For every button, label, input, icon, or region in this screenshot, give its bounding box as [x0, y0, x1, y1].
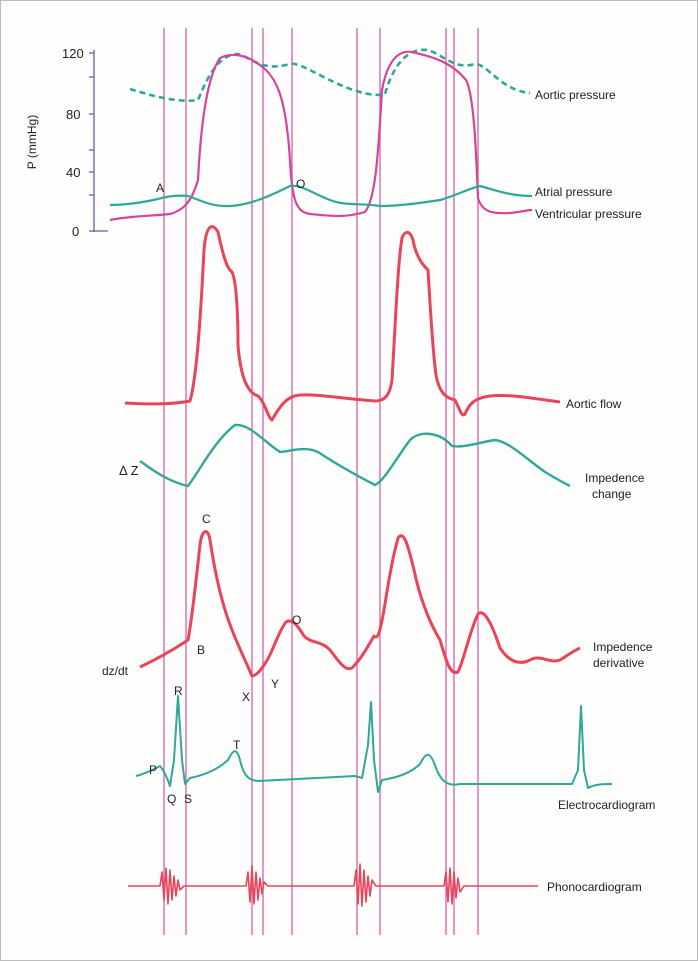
y-tick-40: 40 [66, 165, 80, 180]
point-R: R [174, 684, 183, 698]
pressure-axis: 120 80 40 0 P (mmHg) [25, 46, 108, 239]
point-O-derivative: O [292, 613, 301, 627]
label-ventricular-pressure: Ventricular pressure [535, 207, 642, 221]
aortic-flow-curve [124, 225, 561, 422]
label-delta-z: Δ Z [119, 463, 139, 478]
aortic-pressure-curve [129, 48, 531, 102]
label-impedance-derivative-2: derivative [593, 656, 645, 670]
label-dz-dt: dz/dt [102, 664, 129, 678]
electrocardiogram-curve [135, 695, 613, 793]
y-tick-120: 120 [62, 46, 84, 61]
ventricular-pressure-curve [109, 50, 533, 222]
impedance-change-curve [139, 423, 571, 488]
phonocardiogram-curve [128, 863, 538, 907]
point-A: A [156, 181, 164, 195]
point-C: C [202, 512, 211, 526]
label-electrocardiogram: Electrocardiogram [558, 798, 655, 812]
label-phonocardiogram: Phonocardiogram [547, 880, 642, 894]
point-X: X [242, 690, 250, 704]
label-aortic-flow: Aortic flow [566, 397, 622, 411]
y-axis-ticks [89, 52, 108, 232]
point-P: P [149, 763, 157, 777]
point-O-pressure: O [296, 177, 305, 191]
label-impedance-change-1: Impedence [585, 471, 645, 485]
label-atrial-pressure: Atrial pressure [535, 185, 613, 199]
point-T: T [233, 738, 241, 752]
point-S: S [184, 792, 192, 806]
label-impedance-derivative-1: Impedence [593, 640, 653, 654]
impedance-derivative-curve [139, 530, 581, 678]
point-Y: Y [271, 677, 279, 691]
y-tick-80: 80 [66, 107, 80, 122]
atrial-pressure-curve [109, 184, 533, 208]
y-axis-title: P (mmHg) [25, 115, 39, 169]
y-tick-0: 0 [72, 224, 79, 239]
label-impedance-change-2: change [592, 487, 632, 501]
timing-lines [163, 28, 479, 935]
point-Q: Q [167, 792, 176, 806]
point-B: B [197, 643, 205, 657]
label-aortic-pressure: Aortic pressure [535, 88, 616, 102]
